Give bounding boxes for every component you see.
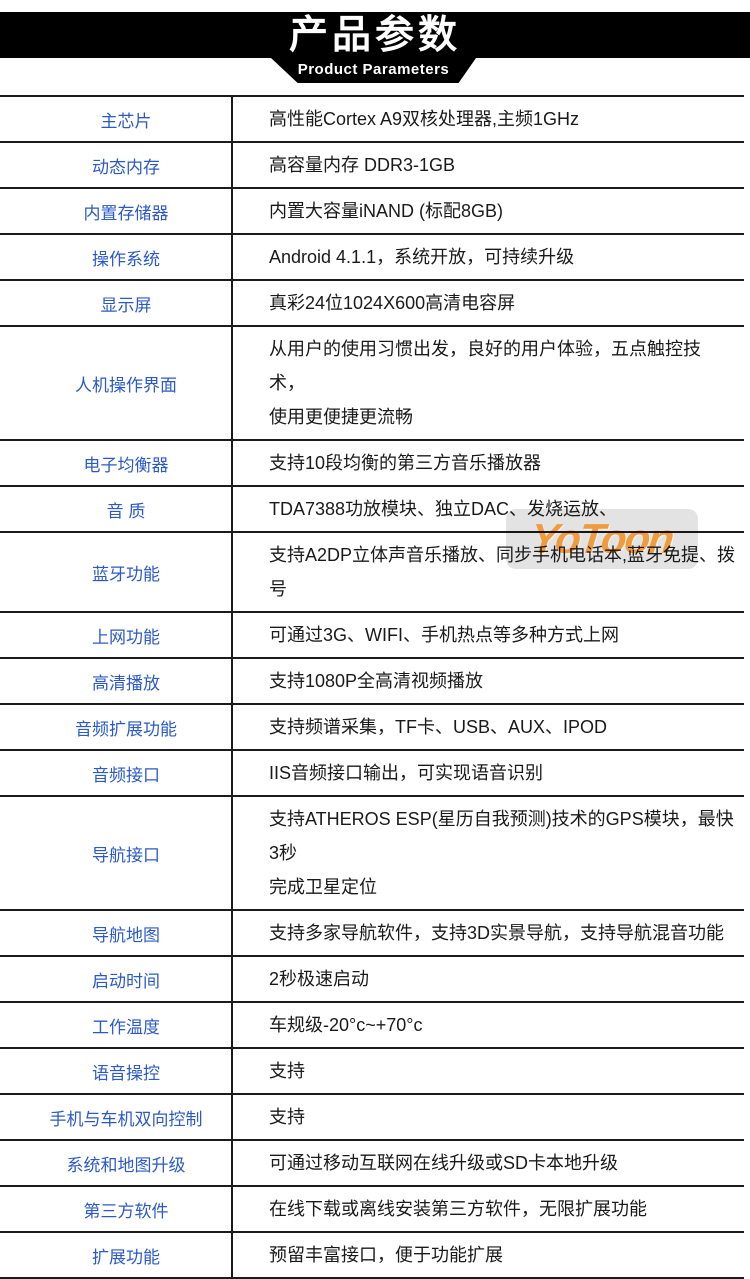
spec-row: 启动时间 2秒极速启动 xyxy=(0,955,744,1003)
page-subtitle: Product Parameters xyxy=(297,60,450,78)
spec-label: 导航接口 xyxy=(0,795,233,911)
spec-row: 高清播放 支持1080P全高清视频播放 xyxy=(0,657,744,705)
spec-row: 主芯片 高性能Cortex A9双核处理器,主频1GHz xyxy=(0,95,744,143)
spec-row: 操作系统 Android 4.1.1，系统开放，可持续升级 xyxy=(0,233,744,281)
spec-row: 内置存储器 内置大容量iNAND (标配8GB) xyxy=(0,187,744,235)
spec-label: 主芯片 xyxy=(0,95,233,143)
spec-value: 在线下载或离线安装第三方软件，无限扩展功能 xyxy=(232,1185,744,1233)
header-banner-tab: Product Parameters xyxy=(271,58,476,83)
spec-value: 真彩24位1024X600高清电容屏 xyxy=(232,279,744,327)
spec-row: 电子均衡器 支持10段均衡的第三方音乐播放器 xyxy=(0,439,744,487)
spec-row: 音频扩展功能 支持频谱采集，TF卡、USB、AUX、IPOD xyxy=(0,703,744,751)
spec-value: 可通过移动互联网在线升级或SD卡本地升级 xyxy=(232,1139,744,1187)
spec-row: 手机与车机双向控制 支持 xyxy=(0,1093,744,1141)
spec-value: 2秒极速启动 xyxy=(232,955,744,1003)
spec-label: 扩展功能 xyxy=(0,1231,233,1279)
spec-label: 手机与车机双向控制 xyxy=(0,1093,233,1141)
spec-value: 支持1080P全高清视频播放 xyxy=(232,657,744,705)
spec-row: 动态内存 高容量内存 DDR3-1GB xyxy=(0,141,744,189)
spec-label: 系统和地图升级 xyxy=(0,1139,233,1187)
spec-row: 音频接口 IIS音频接口输出，可实现语音识别 xyxy=(0,749,744,797)
spec-label: 显示屏 xyxy=(0,279,233,327)
spec-label: 操作系统 xyxy=(0,233,233,281)
header-banner: 产品参数 xyxy=(0,12,750,58)
spec-row: 导航地图 支持多家导航软件，支持3D实景导航，支持导航混音功能 xyxy=(0,909,744,957)
spec-value: 支持频谱采集，TF卡、USB、AUX、IPOD xyxy=(232,703,744,751)
spec-label: 内置存储器 xyxy=(0,187,233,235)
spec-label: 导航地图 xyxy=(0,909,233,957)
spec-row: 显示屏 真彩24位1024X600高清电容屏 xyxy=(0,279,744,327)
spec-value: 支持 xyxy=(232,1093,744,1141)
spec-label: 音 质 xyxy=(0,485,233,533)
spec-value: 车规级-20°c~+70°c xyxy=(232,1001,744,1049)
spec-value: 支持 xyxy=(232,1047,744,1095)
watermark-text: YoToon xyxy=(528,515,676,562)
spec-value: 内置大容量iNAND (标配8GB) xyxy=(232,187,744,235)
spec-value: 可通过3G、WIFI、手机热点等多种方式上网 xyxy=(232,611,744,659)
spec-row: 人机操作界面 从用户的使用习惯出发，良好的用户体验，五点触控技术， 使用更便捷更流… xyxy=(0,325,744,441)
spec-label: 电子均衡器 xyxy=(0,439,233,487)
watermark-badge: YoToon xyxy=(506,509,698,569)
spec-value: 高性能Cortex A9双核处理器,主频1GHz xyxy=(232,95,744,143)
spec-label: 语音操控 xyxy=(0,1047,233,1095)
spec-value: Android 4.1.1，系统开放，可持续升级 xyxy=(232,233,744,281)
spec-label: 启动时间 xyxy=(0,955,233,1003)
spec-label: 动态内存 xyxy=(0,141,233,189)
specs-table: 主芯片 高性能Cortex A9双核处理器,主频1GHz 动态内存 高容量内存 DDR… xyxy=(0,95,744,1279)
page-title: 产品参数 xyxy=(288,13,461,57)
spec-row: 第三方软件 在线下载或离线安装第三方软件，无限扩展功能 xyxy=(0,1185,744,1233)
spec-label: 音频扩展功能 xyxy=(0,703,233,751)
spec-row: 语音操控 支持 xyxy=(0,1047,744,1095)
spec-label: 人机操作界面 xyxy=(0,325,233,441)
spec-label: 音频接口 xyxy=(0,749,233,797)
spec-value: 高容量内存 DDR3-1GB xyxy=(232,141,744,189)
specs-table-body: 主芯片 高性能Cortex A9双核处理器,主频1GHz 动态内存 高容量内存 DDR… xyxy=(0,95,744,1279)
spec-row: 系统和地图升级 可通过移动互联网在线升级或SD卡本地升级 xyxy=(0,1139,744,1187)
spec-value: 支持多家导航软件，支持3D实景导航，支持导航混音功能 xyxy=(232,909,744,957)
spec-value: 预留丰富接口，便于功能扩展 xyxy=(232,1231,744,1279)
spec-row: 导航接口 支持ATHEROS ESP(星历自我预测)技术的GPS模块，最快3秒 完… xyxy=(0,795,744,911)
spec-row: 上网功能 可通过3G、WIFI、手机热点等多种方式上网 xyxy=(0,611,744,659)
spec-value: 支持ATHEROS ESP(星历自我预测)技术的GPS模块，最快3秒 完成卫星定… xyxy=(232,795,744,911)
spec-label: 上网功能 xyxy=(0,611,233,659)
spec-label: 工作温度 xyxy=(0,1001,233,1049)
spec-label: 第三方软件 xyxy=(0,1185,233,1233)
spec-value: 从用户的使用习惯出发，良好的用户体验，五点触控技术， 使用更便捷更流畅 xyxy=(232,325,744,441)
spec-value: IIS音频接口输出，可实现语音识别 xyxy=(232,749,744,797)
spec-value: 支持10段均衡的第三方音乐播放器 xyxy=(232,439,744,487)
spec-row: 工作温度 车规级-20°c~+70°c xyxy=(0,1001,744,1049)
spec-label: 蓝牙功能 xyxy=(0,531,233,613)
spec-label: 高清播放 xyxy=(0,657,233,705)
spec-row: 扩展功能 预留丰富接口，便于功能扩展 xyxy=(0,1231,744,1279)
